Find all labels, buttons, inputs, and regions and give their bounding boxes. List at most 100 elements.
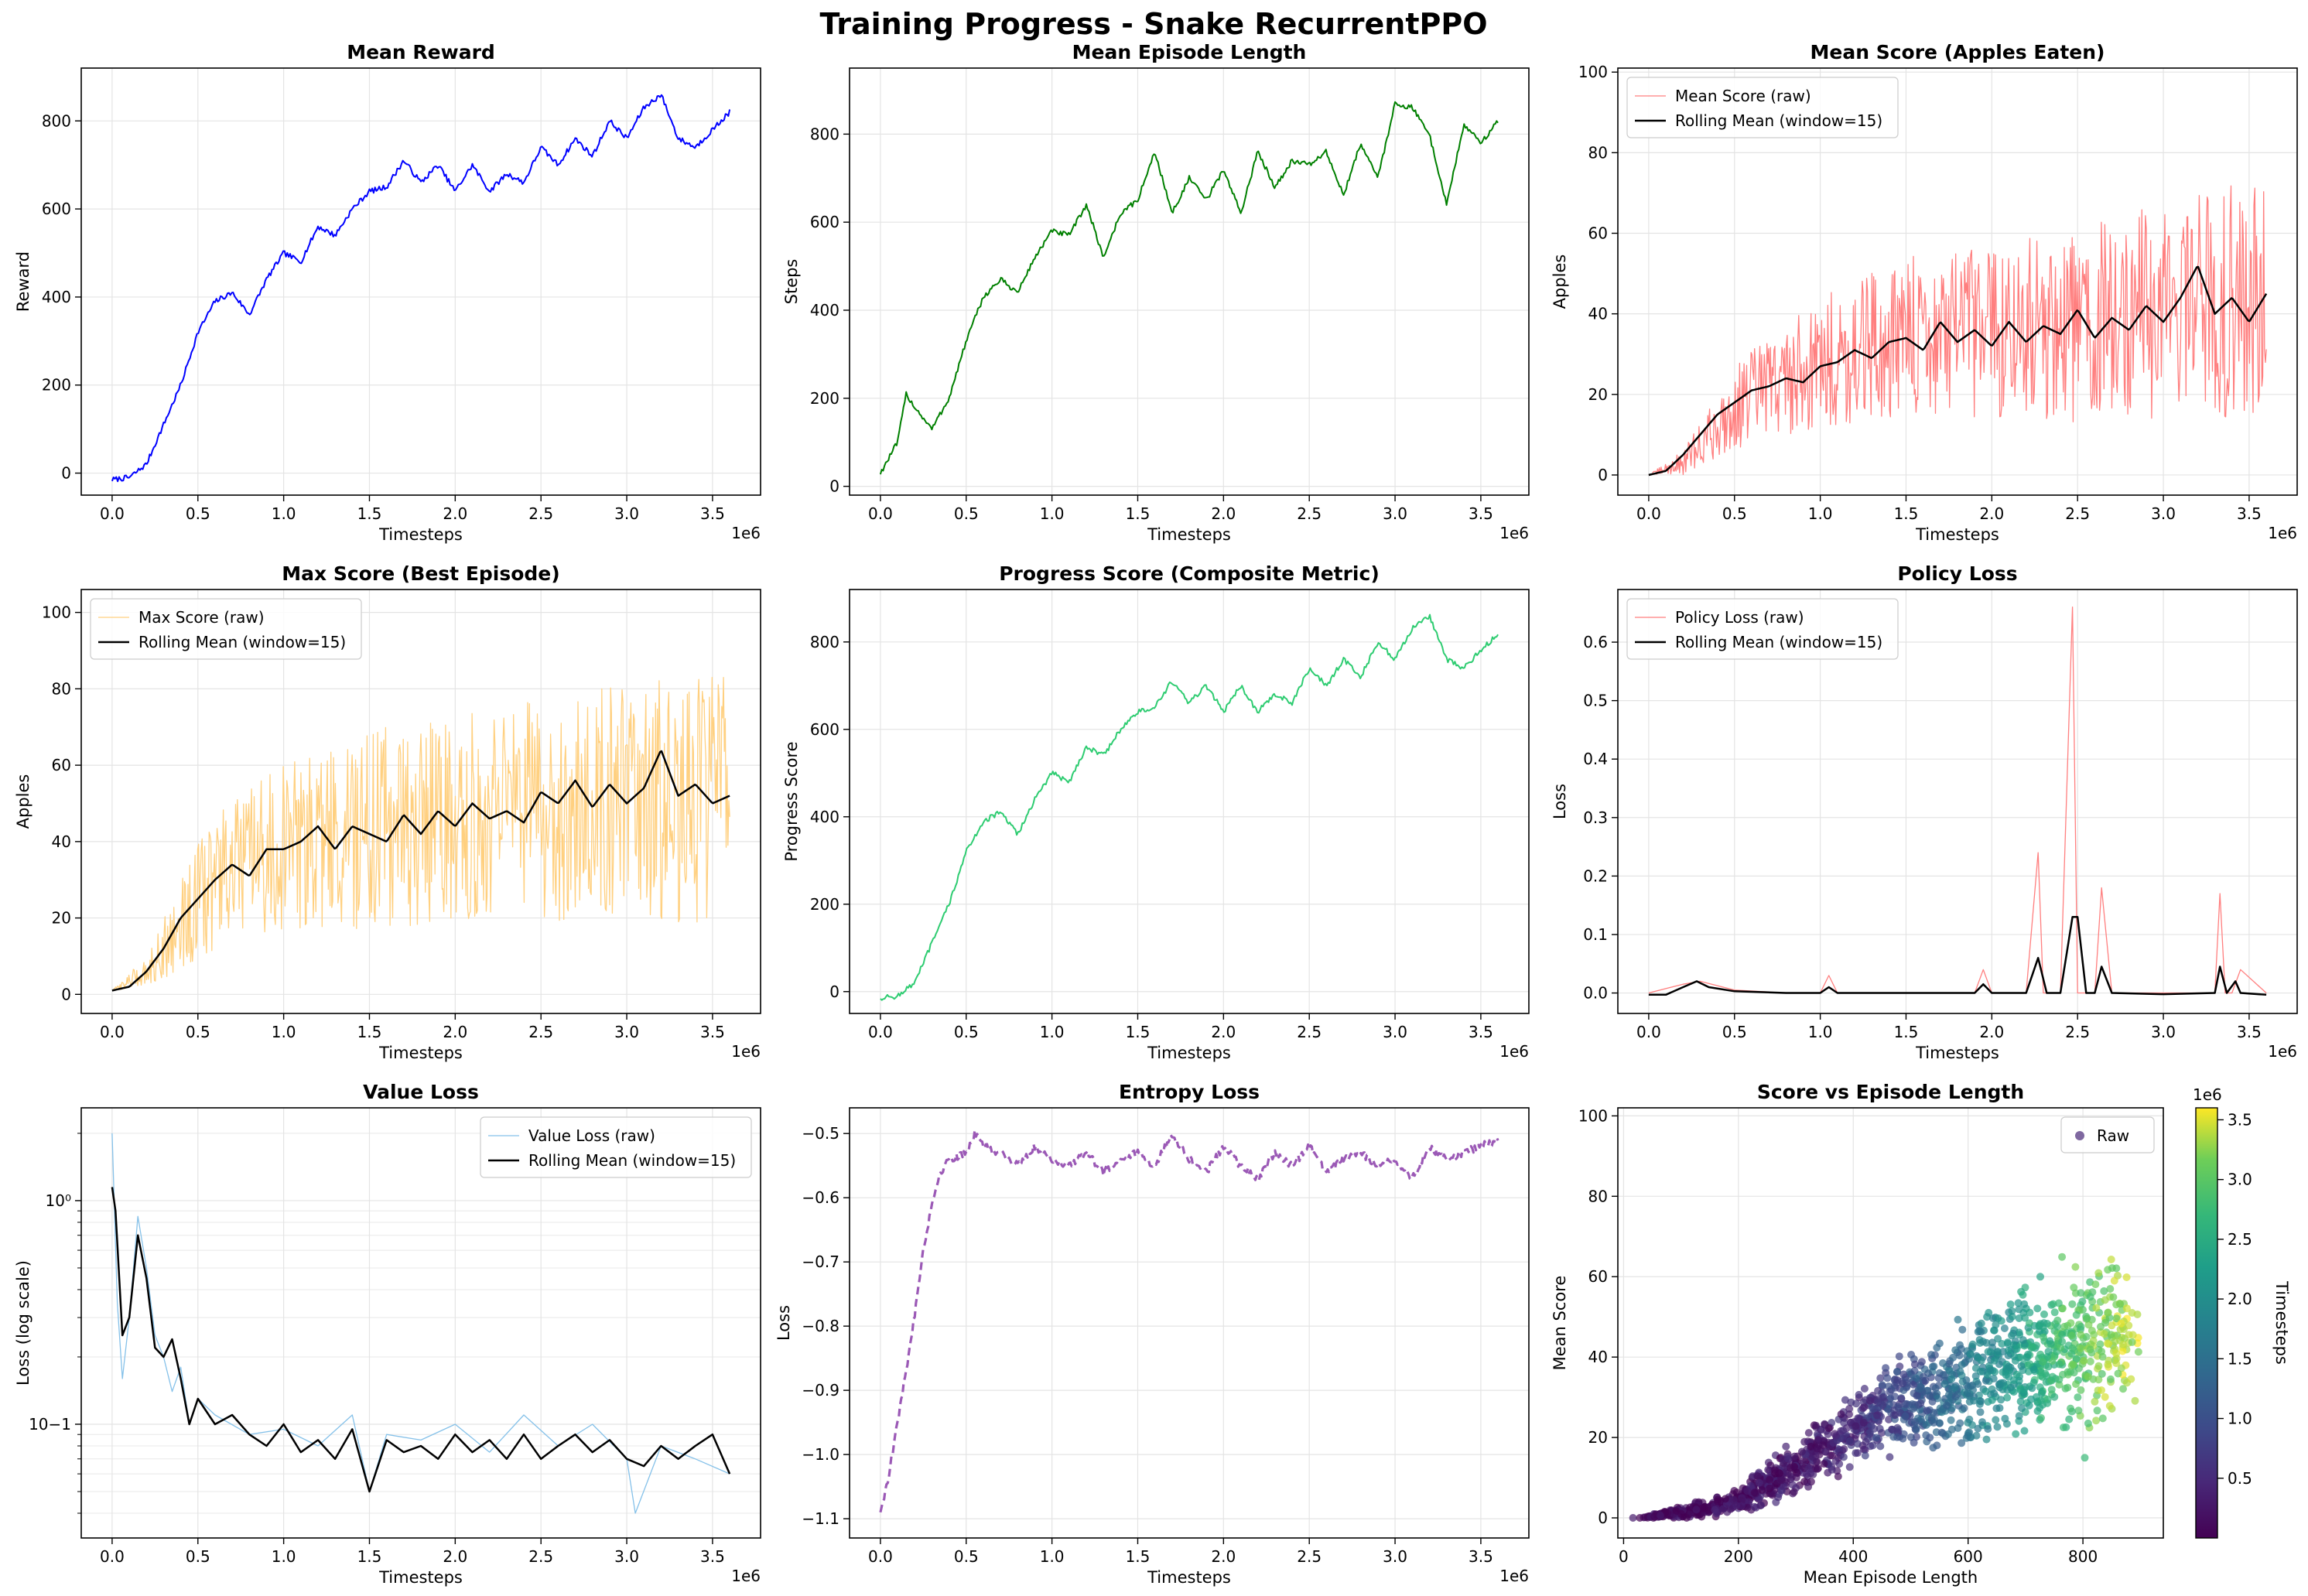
x-tick-label: 3.5	[2237, 504, 2262, 523]
scatter-point	[2100, 1287, 2108, 1295]
axes-frame	[1617, 1107, 2164, 1539]
scatter-point	[2029, 1343, 2037, 1352]
axes-frame	[80, 589, 761, 1014]
scatter-point	[2127, 1375, 2135, 1383]
scatter-point	[2107, 1331, 2115, 1339]
x-tick-label: 1.0	[1040, 1023, 1065, 1041]
x-tick-label: 1.0	[272, 1023, 296, 1041]
y-tick-label: 100	[1578, 1106, 1608, 1125]
scatter-point	[2046, 1340, 2055, 1348]
scatter-point	[2012, 1370, 2021, 1379]
scatter-point	[2026, 1360, 2034, 1369]
series-line	[111, 677, 730, 991]
chart-mean_episode_length: 0.0 0.5 1.0 1.5 2.0 2.5 3.0 3.5 0 200 400 600 800 Mea…	[782, 41, 1530, 544]
scatter-point	[2101, 1296, 2109, 1304]
y-tick-label: 0.0	[1583, 984, 1608, 1003]
scatter-point	[1981, 1387, 1990, 1396]
scatter-point	[2093, 1406, 2101, 1415]
scatter-point	[1819, 1441, 1828, 1449]
x-tick-label: 0.0	[868, 1023, 893, 1041]
x-tick-label: 3.5	[700, 1023, 725, 1041]
scatter-point	[1711, 1505, 1719, 1514]
scatter-point	[1832, 1432, 1841, 1441]
x-tick-label: 1.5	[1894, 504, 1919, 523]
scatter-point	[1998, 1340, 2006, 1348]
series-line	[111, 1133, 730, 1514]
colorbar-tick-label: 1.5	[2228, 1349, 2252, 1368]
scatter-point	[1636, 1514, 1644, 1522]
scatter-point	[1855, 1390, 1863, 1399]
x-tick-label: 0.0	[1636, 1023, 1661, 1041]
scatter-point	[2006, 1300, 2015, 1308]
scatter-point	[1939, 1359, 1947, 1367]
scatter-point	[1657, 1512, 1665, 1520]
x-tick-label: 0.5	[954, 504, 979, 523]
scatter-point	[1757, 1501, 1766, 1509]
x-tick-label: 3.5	[1469, 1547, 1493, 1566]
x-tick-label: 1.0	[1040, 1547, 1065, 1566]
colorbar-tick-label: 3.0	[2228, 1171, 2252, 1189]
y-tick-label: 600	[810, 720, 839, 739]
x-axis-label: Timesteps	[378, 1568, 463, 1587]
scatter-point	[1957, 1345, 1965, 1353]
scatter-point	[1982, 1435, 1991, 1444]
scatter-point	[1797, 1447, 1806, 1456]
scatter-point	[2072, 1311, 2081, 1319]
x-tick-label: 0.0	[1636, 504, 1661, 523]
chart-score_vs_length: 0 200 400 600 800 0 20 40 60 80 100 Score vs Episod…	[1551, 1081, 2291, 1587]
scatter-point	[1755, 1478, 1763, 1487]
x-offset-label: 1e6	[731, 1042, 761, 1061]
x-tick-label: 3.5	[2237, 1023, 2262, 1041]
series-line	[1648, 185, 2267, 476]
scatter-point	[2011, 1356, 2019, 1365]
scatter-point	[2098, 1348, 2106, 1355]
scatter-point	[1865, 1396, 1874, 1405]
scatter-point	[1750, 1488, 1759, 1497]
colorbar-tick-label: 0.5	[2228, 1469, 2252, 1488]
scatter-point	[2110, 1276, 2118, 1285]
scatter-point	[1723, 1508, 1732, 1516]
scatter-point	[2112, 1314, 2121, 1323]
scatter-point	[2118, 1347, 2127, 1355]
scatter-point	[2057, 1344, 2064, 1352]
x-tick-label: 2.5	[1297, 1023, 1322, 1041]
scatter-point	[2122, 1273, 2131, 1281]
plot-area	[111, 94, 731, 483]
scatter-point	[2054, 1299, 2063, 1307]
y-axis-label: Mean Score	[1551, 1276, 1569, 1371]
scatter-point	[1927, 1351, 1935, 1359]
x-tick-label: 2.0	[443, 504, 467, 523]
scatter-point	[2029, 1365, 2038, 1374]
scatter-point	[1882, 1364, 1890, 1372]
scatter-point	[1820, 1460, 1828, 1468]
x-axis-label: Timesteps	[1147, 1044, 1231, 1062]
scatter-point	[1893, 1433, 1902, 1441]
scatter-point	[1804, 1429, 1813, 1437]
scatter-point	[2058, 1253, 2067, 1261]
y-axis-label: Steps	[782, 259, 801, 305]
scatter-point	[2037, 1389, 2046, 1397]
legend-entry: Rolling Mean (window=15)	[1675, 633, 1882, 651]
colorbar-label: Timesteps	[2272, 1280, 2291, 1365]
scatter-point	[2072, 1380, 2080, 1389]
scatter-point	[2096, 1340, 2105, 1348]
scatter-point	[1947, 1416, 1955, 1424]
scatter-point	[2100, 1330, 2108, 1338]
x-tick-label: 2.0	[443, 1023, 467, 1041]
scatter-point	[1821, 1447, 1830, 1456]
scatter-point	[1799, 1457, 1807, 1465]
scatter-point	[2067, 1331, 2076, 1340]
scatter-point	[2074, 1393, 2082, 1402]
scatter-point	[2106, 1285, 2115, 1293]
scatter-point	[2071, 1263, 2080, 1271]
plot-area	[1629, 1253, 2142, 1522]
scatter-point	[2001, 1414, 2009, 1423]
y-tick-label: 60	[1588, 224, 1608, 243]
colorbar-tick-label: 2.5	[2228, 1230, 2252, 1249]
scatter-point	[1629, 1514, 1637, 1522]
y-axis-label: Reward	[14, 251, 32, 312]
scatter-point	[2047, 1386, 2056, 1394]
scatter-point	[2094, 1269, 2103, 1277]
x-tick-label: 0	[1619, 1547, 1629, 1566]
